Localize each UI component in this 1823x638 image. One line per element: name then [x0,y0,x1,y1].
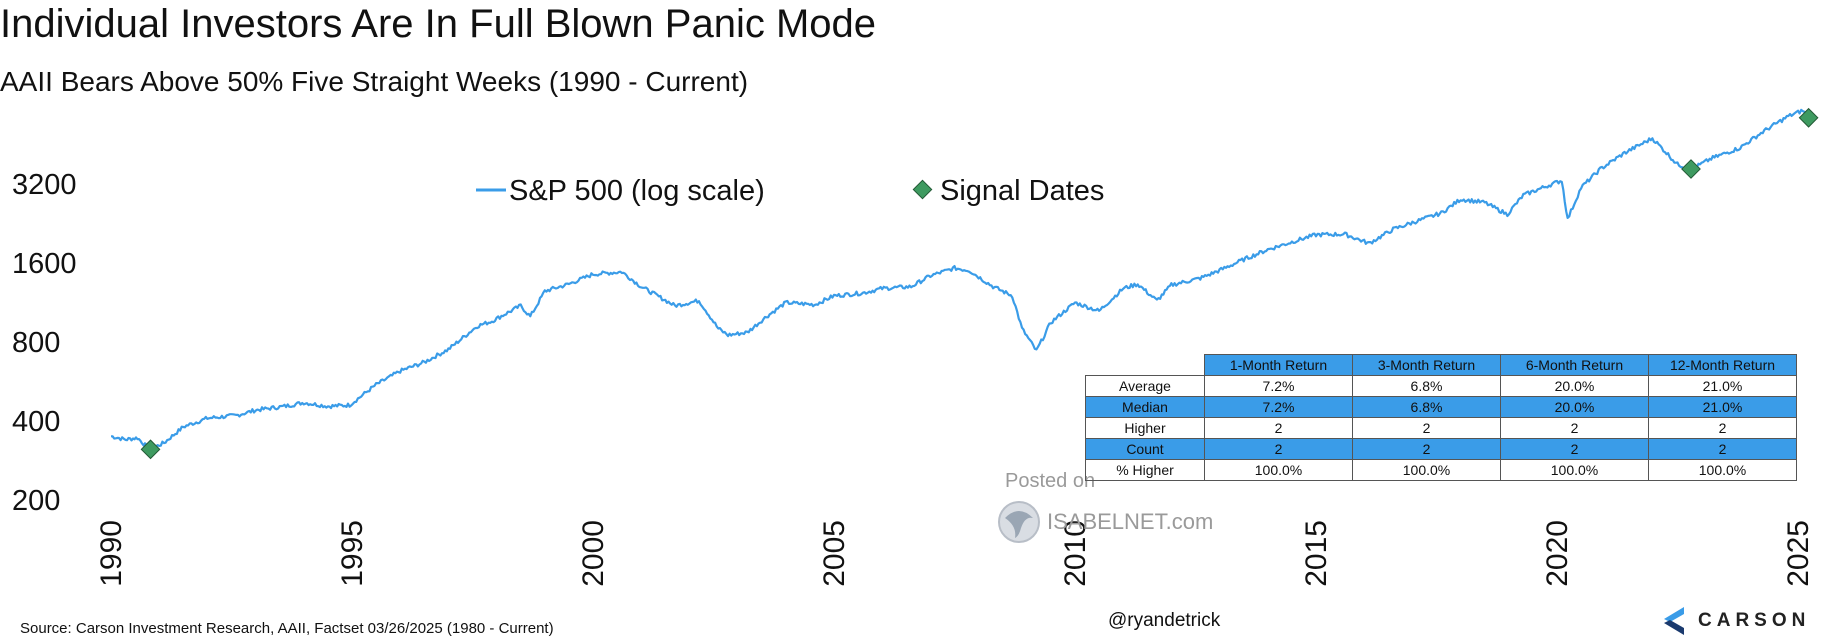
table-cell: 6.8% [1352,396,1501,418]
column-header: 12-Month Return [1648,354,1797,376]
y-axis: 200 400 800 1600 3200 [12,169,77,517]
author-handle: @ryandetrick [1108,610,1221,631]
table-cell: 2 [1352,438,1501,460]
table-cell: 6.8% [1352,375,1501,397]
brand: CARSON [1660,607,1810,635]
table-row: Median 7.2% 6.8% 20.0% 21.0% [1085,396,1797,418]
table-cell: 7.2% [1204,375,1353,397]
plot-area [111,108,1809,451]
row-label: Higher [1085,417,1205,439]
table-cell: 2 [1204,417,1353,439]
table-cell: 2 [1500,417,1649,439]
table-cell: 7.2% [1204,396,1353,418]
row-label: % Higher [1085,459,1205,481]
table-cell: 100.0% [1352,459,1501,481]
x-axis: 1990 1995 2000 2005 2010 2015 2020 2025 [95,520,1815,587]
column-header: 3-Month Return [1352,354,1501,376]
x-tick-label: 1990 [95,520,128,587]
table-row: % Higher 100.0% 100.0% 100.0% 100.0% [1085,459,1797,481]
y-tick-label: 400 [12,406,60,438]
table-corner [1085,354,1205,376]
signal-markers [140,107,1819,460]
x-tick-label: 2025 [1782,520,1815,587]
x-tick-label: 1995 [336,520,369,587]
column-header: 1-Month Return [1204,354,1353,376]
signal-date-marker [1681,159,1701,179]
watermark-site: ISABELNET.com [1047,509,1214,534]
table-cell: 2 [1352,417,1501,439]
table-row: Higher 2 2 2 2 [1085,417,1797,439]
table-cell: 100.0% [1500,459,1649,481]
column-header: 6-Month Return [1500,354,1649,376]
table-cell: 21.0% [1648,375,1797,397]
source-note: Source: Carson Investment Research, AAII… [20,620,554,637]
y-tick-label: 1600 [12,248,77,280]
signal-date-marker [140,439,161,460]
table-cell: 20.0% [1500,396,1649,418]
chart-title: Individual Investors Are In Full Blown P… [0,2,876,46]
legend: S&P 500 (log scale) Signal Dates [476,175,1104,207]
brand-name: CARSON [1698,610,1811,631]
watermark-posted-on: Posted on [1005,470,1096,492]
returns-table: 1-Month Return 3-Month Return 6-Month Re… [1085,354,1797,481]
sp500-line [111,108,1809,451]
table-cell: 2 [1648,417,1797,439]
legend-entry-signal-dates: Signal Dates [940,175,1104,207]
x-tick-label: 2000 [577,520,610,587]
row-label: Average [1085,375,1205,397]
table-row: Count 2 2 2 2 [1085,438,1797,460]
table-cell: 2 [1204,438,1353,460]
table-cell: 100.0% [1204,459,1353,481]
x-tick-label: 2020 [1541,520,1574,587]
y-tick-label: 800 [12,327,60,359]
row-label: Median [1085,396,1205,418]
chart-subtitle: AAII Bears Above 50% Five Straight Weeks… [0,66,749,97]
table-row: Average 7.2% 6.8% 20.0% 21.0% [1085,375,1797,397]
signal-date-marker [1798,107,1819,128]
legend-entry-sp500: S&P 500 (log scale) [509,175,765,207]
x-tick-label: 2005 [818,520,851,587]
table-cell: 2 [1648,438,1797,460]
table-cell: 100.0% [1648,459,1797,481]
table-header-row: 1-Month Return 3-Month Return 6-Month Re… [1085,354,1797,376]
carson-logo-icon [1664,607,1684,635]
x-tick-label: 2015 [1300,520,1333,587]
table-cell: 20.0% [1500,375,1649,397]
table-cell: 2 [1500,438,1649,460]
y-tick-label: 200 [12,485,60,517]
row-label: Count [1085,438,1205,460]
isabelnet-logo-icon [998,501,1040,543]
y-tick-label: 3200 [12,169,77,201]
legend-diamond-swatch [912,179,933,200]
x-tick-label: 2010 [1059,520,1092,587]
table-cell: 21.0% [1648,396,1797,418]
